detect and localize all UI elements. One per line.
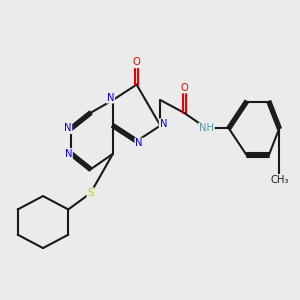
Text: N: N <box>107 93 114 103</box>
Text: S: S <box>87 188 94 198</box>
Text: N: N <box>135 139 143 148</box>
Text: O: O <box>133 57 140 67</box>
Text: N: N <box>160 119 167 129</box>
Text: N: N <box>64 149 72 159</box>
Text: CH₃: CH₃ <box>270 175 289 185</box>
Text: NH: NH <box>199 123 214 133</box>
Text: N: N <box>64 123 71 133</box>
Text: O: O <box>180 82 188 93</box>
